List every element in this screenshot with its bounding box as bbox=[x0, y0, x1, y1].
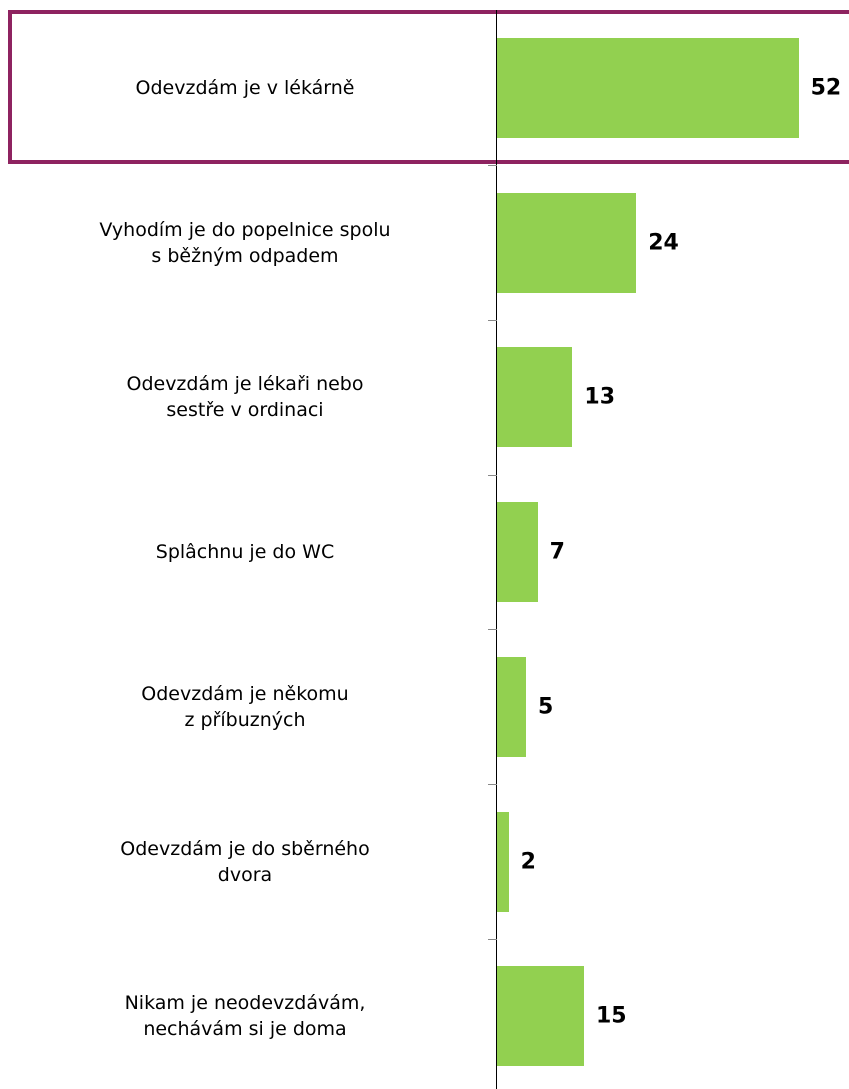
value-label: 52 bbox=[810, 75, 842, 101]
category-separator bbox=[488, 165, 497, 166]
category-label: Splâchnu je do WC bbox=[155, 541, 335, 564]
value-label: 7 bbox=[549, 539, 565, 565]
category-label: Vyhodím je do popelnice spolu s běžným o… bbox=[99, 218, 391, 267]
category-separator bbox=[488, 475, 497, 476]
category-axis bbox=[496, 10, 497, 1089]
category-label: Odevzdám je lékaři nebo sestře v ordinac… bbox=[126, 373, 364, 422]
bar bbox=[497, 811, 509, 912]
value-label: 13 bbox=[584, 384, 616, 410]
highlight-box bbox=[8, 10, 849, 164]
bar bbox=[497, 966, 584, 1067]
bar bbox=[497, 347, 573, 448]
bar bbox=[497, 656, 526, 757]
category-separator bbox=[488, 939, 497, 940]
value-label: 5 bbox=[538, 694, 554, 720]
value-label: 24 bbox=[648, 230, 679, 256]
category-separator bbox=[488, 320, 497, 321]
category-separator bbox=[488, 784, 497, 785]
category-label: Nikam je neodevzdávám, nechávám si je do… bbox=[124, 992, 366, 1041]
category-label: Odevzdám je v lékárně bbox=[135, 77, 355, 99]
bar bbox=[497, 192, 637, 293]
value-label: 15 bbox=[596, 1003, 627, 1029]
bar bbox=[497, 502, 538, 603]
bar bbox=[497, 38, 799, 138]
category-separator bbox=[488, 629, 497, 630]
value-label: 2 bbox=[520, 849, 536, 874]
category-label: Odevzdám je někomu z příbuzných bbox=[141, 682, 349, 731]
category-label: Odevzdám je do sběrného dvora bbox=[120, 837, 370, 886]
